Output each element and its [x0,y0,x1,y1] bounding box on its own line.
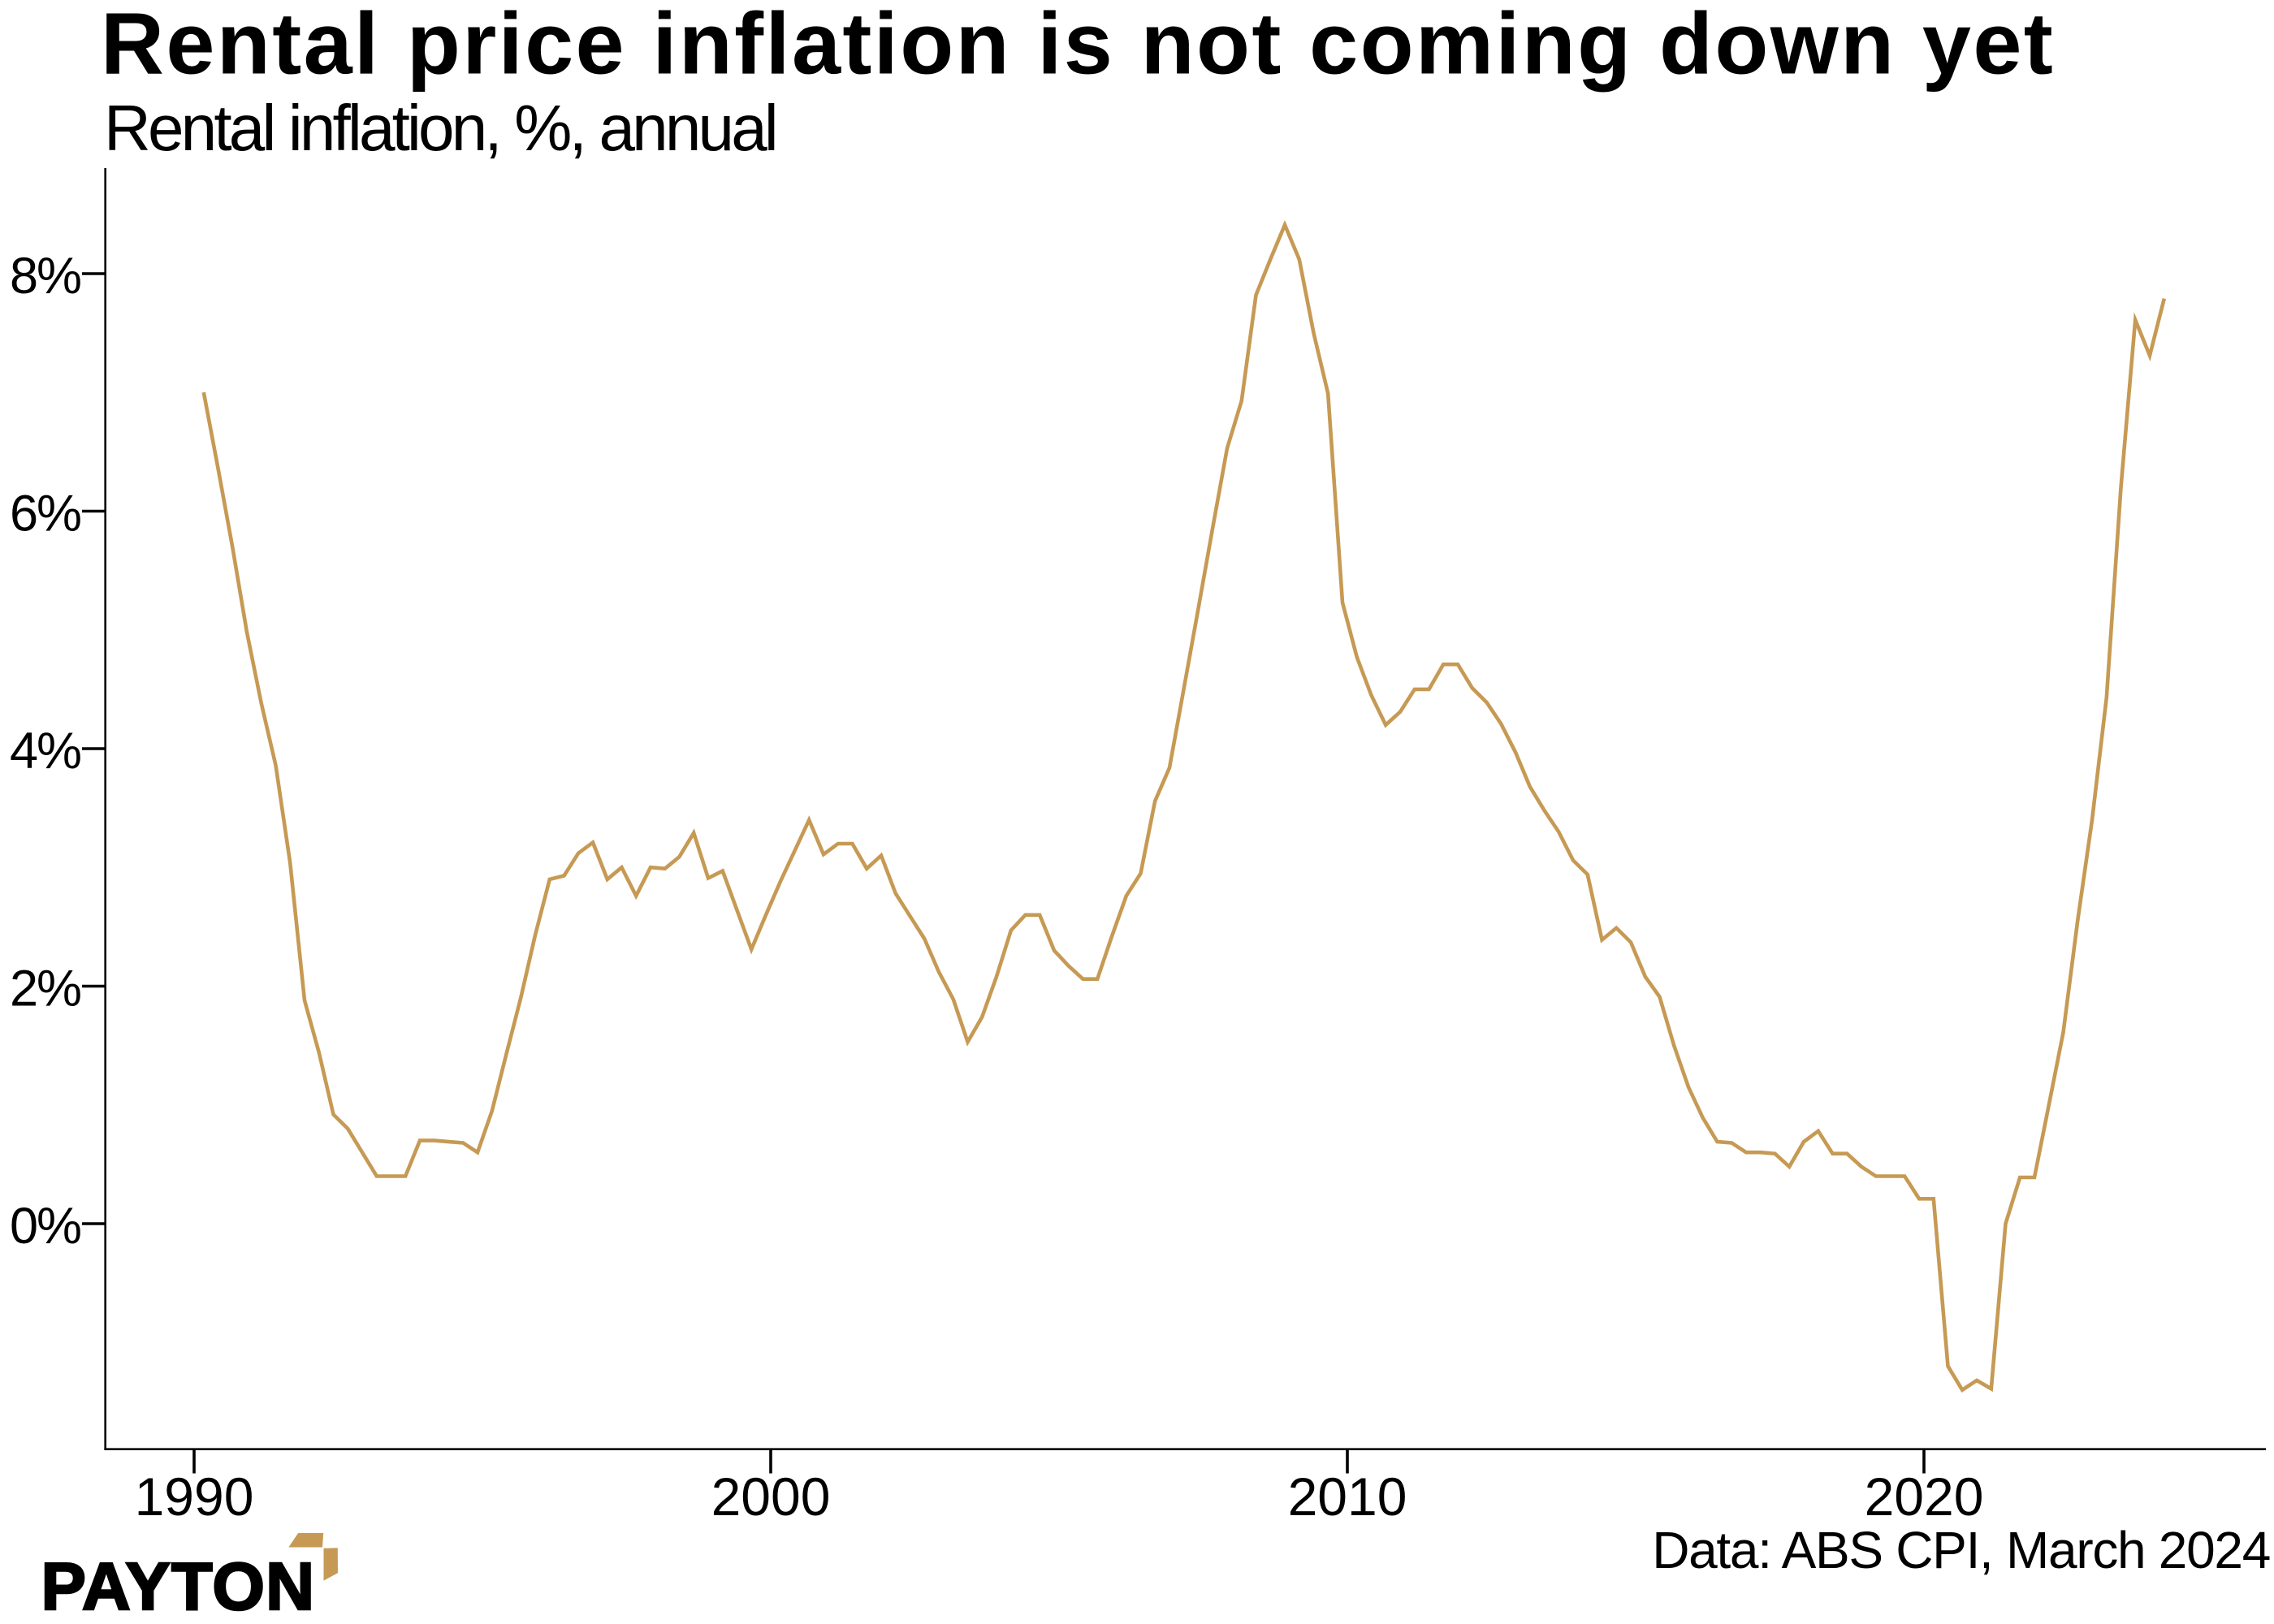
svg-text:2020: 2020 [1865,1466,1984,1527]
svg-text:2%: 2% [10,961,80,1017]
svg-text:8%: 8% [10,248,80,304]
svg-text:Rental inflation, %, annual: Rental inflation, %, annual [104,92,776,164]
svg-text:2010: 2010 [1288,1466,1407,1527]
svg-text:0%: 0% [10,1198,80,1255]
svg-text:Rental price inflation is not: Rental price inflation is not coming dow… [101,0,2055,93]
svg-text:6%: 6% [10,486,80,542]
svg-text:2000: 2000 [711,1466,831,1527]
svg-text:4%: 4% [10,723,80,780]
svg-text:1990: 1990 [135,1466,254,1527]
svg-text:Data: ABS CPI, March 2024: Data: ABS CPI, March 2024 [1652,1521,2270,1579]
svg-text:PAYTON: PAYTON [41,1548,316,1624]
